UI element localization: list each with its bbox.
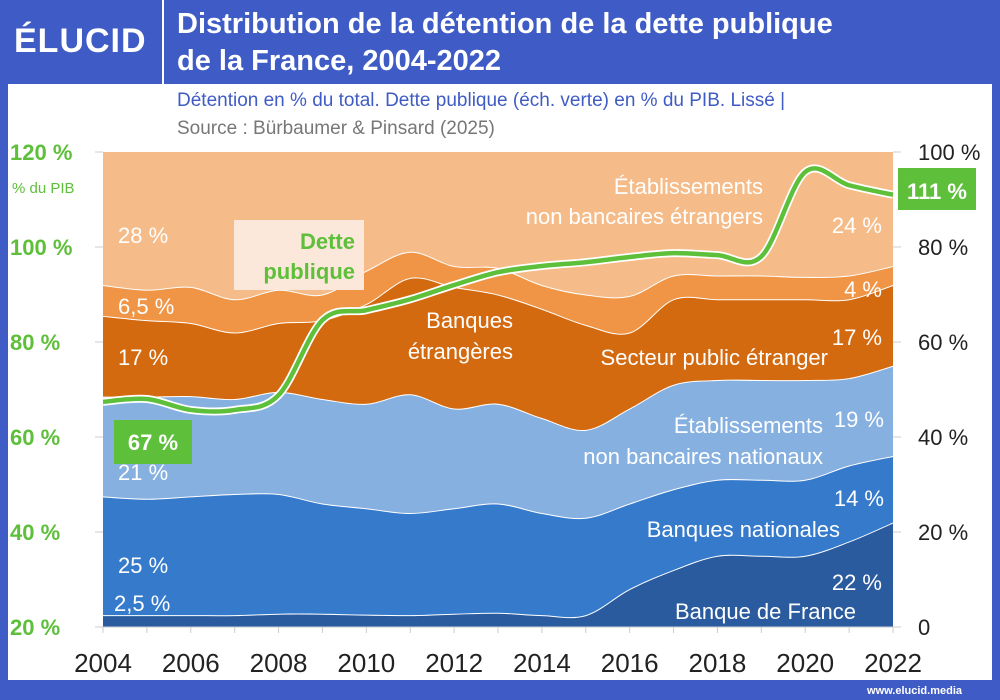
x-tick-label: 2014 (513, 648, 571, 678)
right-tick-label: 40 % (918, 425, 968, 450)
x-tick-label: 2020 (776, 648, 834, 678)
title-line-1: Distribution de la détention de la dette… (177, 8, 833, 40)
left-tick-label: 100 % (10, 235, 72, 260)
label-bn-start: 25 % (118, 553, 168, 578)
left-tick-label: 120 % (10, 140, 72, 165)
name-enbe-2: non bancaires étrangers (526, 204, 763, 229)
subtitle: Détention en % du total. Dette publique … (177, 90, 786, 111)
area-1 (103, 456, 893, 618)
area-3 (103, 277, 893, 431)
left-tick-label: 80 % (10, 330, 60, 355)
left-tick-label: 40 % (10, 520, 60, 545)
label-enbe-end: 24 % (832, 213, 882, 238)
right-tick-label: 20 % (918, 520, 968, 545)
name-spe: Secteur public étranger (601, 345, 828, 370)
x-tick-label: 2018 (689, 648, 747, 678)
right-tick-label: 60 % (918, 330, 968, 355)
label-bn-end: 14 % (834, 486, 884, 511)
label-spe-end: 17 % (832, 325, 882, 350)
name-enbn-2: non bancaires nationaux (583, 444, 823, 469)
x-tick-label: 2022 (864, 648, 922, 678)
x-tick-label: 2012 (425, 648, 483, 678)
x-tick-label: 2006 (162, 648, 220, 678)
title-line-2: de la France, 2004-2022 (177, 45, 502, 77)
label-enbn-end: 19 % (834, 407, 884, 432)
label-bdf-start: 2,5 % (114, 591, 170, 616)
right-tick-label: 100 % (918, 140, 980, 165)
area-0 (103, 522, 893, 627)
label-spe-start: 17 % (118, 345, 168, 370)
label-be-end: 4 % (844, 277, 882, 302)
debt-name-1: Dette (300, 229, 355, 254)
x-tick-label: 2008 (250, 648, 308, 678)
elucid-logo: ÉLUCID (14, 22, 147, 60)
debt-label-box (234, 220, 364, 290)
debt-name-2: publique (263, 259, 355, 284)
name-be-2: étrangères (408, 339, 513, 364)
label-enbe-start: 28 % (118, 223, 168, 248)
header: ÉLUCID Distribution de la détention de l… (0, 0, 1000, 84)
area-2 (103, 365, 893, 519)
chart-title: Distribution de la détention de la dette… (177, 6, 833, 80)
label-bdf-end: 22 % (832, 570, 882, 595)
left-tick-label: 20 % (10, 615, 60, 640)
x-tick-label: 2004 (74, 648, 132, 678)
left-axis-label: % du PIB (12, 180, 75, 197)
debt-start-box (114, 420, 192, 464)
x-tick-label: 2016 (601, 648, 659, 678)
debt-end-box (898, 168, 976, 210)
right-tick-label: 0 (918, 615, 930, 640)
debt-line (102, 166, 894, 414)
label-enbn-start: 21 % (118, 460, 168, 485)
source: Source : Bürbaumer & Pinsard (2025) (177, 118, 495, 139)
name-enbn-1: Établissements (674, 413, 823, 438)
left-tick-label: 60 % (10, 425, 60, 450)
divider (162, 0, 164, 84)
name-be-1: Banques (426, 308, 513, 333)
name-bdf: Banque de France (675, 599, 856, 624)
name-enbe-1: Établissements (614, 174, 763, 199)
area-4 (103, 251, 893, 334)
debt-end-label: 111 % (907, 179, 967, 204)
debt-start-label: 67 % (128, 430, 178, 455)
footer-url: www.elucid.media (867, 685, 962, 697)
name-bn: Banques nationales (647, 517, 840, 542)
x-tick-label: 2010 (337, 648, 395, 678)
right-tick-label: 80 % (918, 235, 968, 260)
label-be-start: 6,5 % (118, 294, 174, 319)
